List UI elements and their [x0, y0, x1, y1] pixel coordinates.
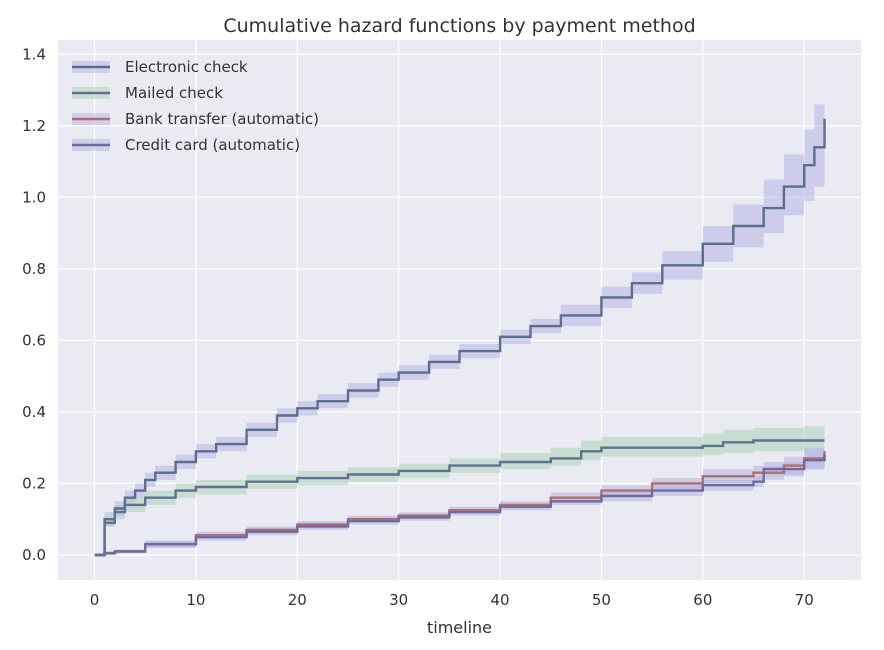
- series-line-credit-card-automatic: [94, 454, 826, 557]
- y-tick-label: 0.2: [22, 474, 46, 492]
- legend: Electronic check Mailed check Bank transfe…: [72, 58, 319, 154]
- x-tick-label: 70: [795, 591, 814, 609]
- legend-label: Electronic check: [125, 58, 248, 76]
- series-line-mailed-check: [94, 439, 825, 557]
- series-line-electronic-check: [94, 118, 826, 557]
- x-tick-label: 0: [90, 591, 100, 609]
- x-tick-labels: 0 10 20 30 40 50 60 70: [90, 591, 814, 609]
- x-tick-label: 20: [288, 591, 307, 609]
- grid-lines: [58, 40, 861, 580]
- x-tick-label: 40: [491, 591, 510, 609]
- y-tick-label: 0.0: [22, 546, 46, 564]
- x-axis-label: timeline: [427, 618, 492, 637]
- y-tick-label: 1.0: [22, 188, 46, 206]
- confidence-band-electronic-check: [94, 65, 825, 555]
- x-tick-label: 60: [693, 591, 712, 609]
- y-tick-label: 0.6: [22, 331, 46, 349]
- x-tick-label: 10: [186, 591, 205, 609]
- y-tick-label: 1.4: [22, 45, 46, 63]
- legend-label: Mailed check: [125, 84, 223, 102]
- chart-title: Cumulative hazard functions by payment m…: [223, 15, 695, 37]
- x-tick-label: 50: [592, 591, 611, 609]
- x-tick-label: 30: [389, 591, 408, 609]
- y-tick-label: 0.8: [22, 260, 46, 278]
- y-tick-labels: 0.0 0.2 0.4 0.6 0.8 1.0 1.2 1.4: [22, 45, 46, 564]
- legend-label: Credit card (automatic): [125, 136, 300, 154]
- y-tick-label: 0.4: [22, 403, 46, 421]
- series-lines: [94, 118, 826, 557]
- legend-label: Bank transfer (automatic): [125, 110, 319, 128]
- y-tick-label: 1.2: [22, 117, 46, 135]
- confidence-band-mailed-check: [94, 426, 825, 555]
